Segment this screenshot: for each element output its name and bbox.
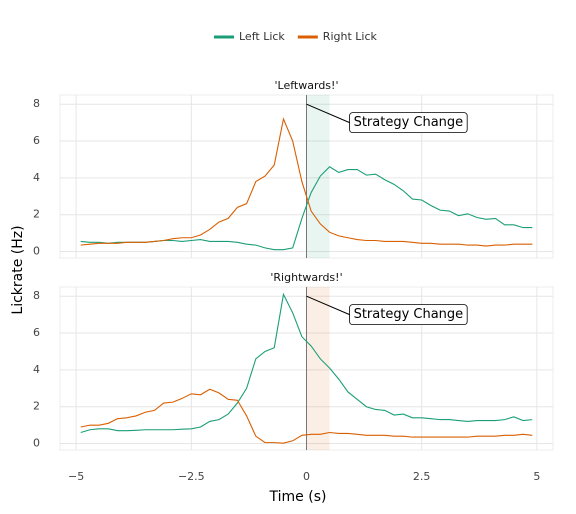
annotation-arrow xyxy=(306,295,350,316)
x-tick-label: 0 xyxy=(303,470,310,483)
legend-label: Right Lick xyxy=(323,30,378,43)
x-tick-label: −2.5 xyxy=(178,470,205,483)
x-tick-label: 5 xyxy=(533,470,540,483)
annotation-text: Strategy Change xyxy=(354,307,464,322)
series-line xyxy=(80,292,533,434)
annotation-text: Strategy Change xyxy=(354,115,464,130)
y-tick-label: 2 xyxy=(33,400,40,413)
annotation: Strategy Change xyxy=(306,103,468,134)
y-axis-label: Lickrate (Hz) xyxy=(10,225,26,314)
y-tick-label: 8 xyxy=(33,97,40,110)
series-line xyxy=(80,388,533,444)
y-tick-label: 0 xyxy=(33,437,40,450)
panel-title: 'Leftwards!' xyxy=(275,79,339,92)
x-tick-label: 2.5 xyxy=(413,470,431,483)
x-axis-label: Time (s) xyxy=(269,489,327,505)
panel-title: 'Rightwards!' xyxy=(270,271,342,284)
y-tick-label: 8 xyxy=(33,289,40,302)
annotation-arrow xyxy=(306,103,350,124)
annotation: Strategy Change xyxy=(306,295,468,326)
y-tick-label: 6 xyxy=(33,326,40,339)
y-tick-label: 6 xyxy=(33,134,40,147)
shade-region xyxy=(306,95,330,258)
shade-region xyxy=(306,287,330,450)
y-tick-label: 2 xyxy=(33,208,40,221)
x-tick-label: −5 xyxy=(68,470,84,483)
y-tick-label: 4 xyxy=(33,363,40,376)
legend-label: Left Lick xyxy=(239,30,285,43)
series-line xyxy=(80,117,533,247)
y-tick-label: 4 xyxy=(33,171,40,184)
y-tick-label: 0 xyxy=(33,245,40,258)
